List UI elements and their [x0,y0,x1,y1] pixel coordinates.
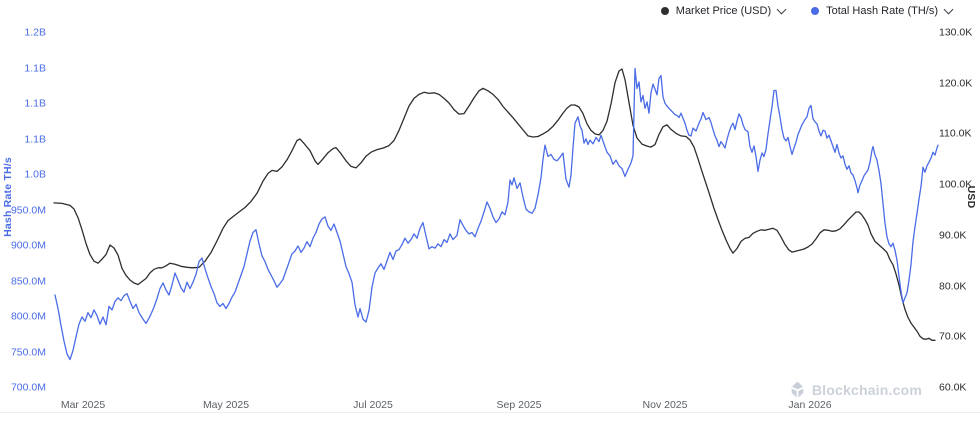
hash-rate-series-dot [811,7,820,15]
legend-item-market-price[interactable]: Market Price (USD) [660,4,787,18]
month-tick-label: Sep 2025 [496,399,542,411]
watermark-text: Blockchain.com [811,381,922,398]
left-axis-tick-label: 800.0M [10,310,46,323]
month-tick-label: Nov 2025 [642,399,688,411]
month-tick-label: May 2025 [202,399,250,411]
left-axis-tick-label: 700.0M [10,381,46,394]
month-tick-label: Jul 2025 [353,399,393,411]
left-axis-tick-label: 850.0M [10,275,46,287]
left-axis-tick-label: 750.0M [10,346,46,358]
right-axis-tick-label: 80.0K [939,280,967,293]
month-tick-label: Jan 2026 [788,399,832,411]
watermark: Blockchain.com [789,381,922,398]
right-axis-tick-label: 60.0K [939,381,967,394]
left-axis-tick-label: 1.1B [24,97,46,110]
right-axis-tick-label: 100.0K [939,178,973,191]
right-axis-tick-label: 110.0K [939,127,972,140]
chart-legend: Market Price (USD) Total Hash Rate (TH/s… [660,3,954,19]
month-tick-label: Mar 2025 [60,399,106,411]
left-axis-tick-label: 950.0M [10,204,46,216]
legend-label-market-price: Market Price (USD) [675,5,772,17]
market-price-line [53,68,936,341]
bottom-divider [0,412,980,413]
left-axis-tick-label: 900.0M [10,239,46,252]
blockchain-logo-icon [791,381,804,398]
market-price-series-dot [660,7,669,15]
left-axis-tick-label: 1.0B [24,168,46,181]
legend-label-hash-rate: Total Hash Rate (TH/s) [826,5,938,17]
left-axis-tick-label: 1.2B [24,26,46,39]
right-axis-tick-label: 130.0K [939,26,973,39]
legend-item-hash-rate[interactable]: Total Hash Rate (TH/s) [811,4,954,18]
hash-rate-line [54,67,939,361]
right-axis-tick-label: 120.0K [939,77,973,90]
left-axis-tick-label: 1.1B [24,62,46,74]
left-axis-tick-label: 1.1B [24,133,46,145]
right-axis-tick-label: 70.0K [939,330,967,343]
right-axis-tick-label: 90.0K [939,229,967,242]
